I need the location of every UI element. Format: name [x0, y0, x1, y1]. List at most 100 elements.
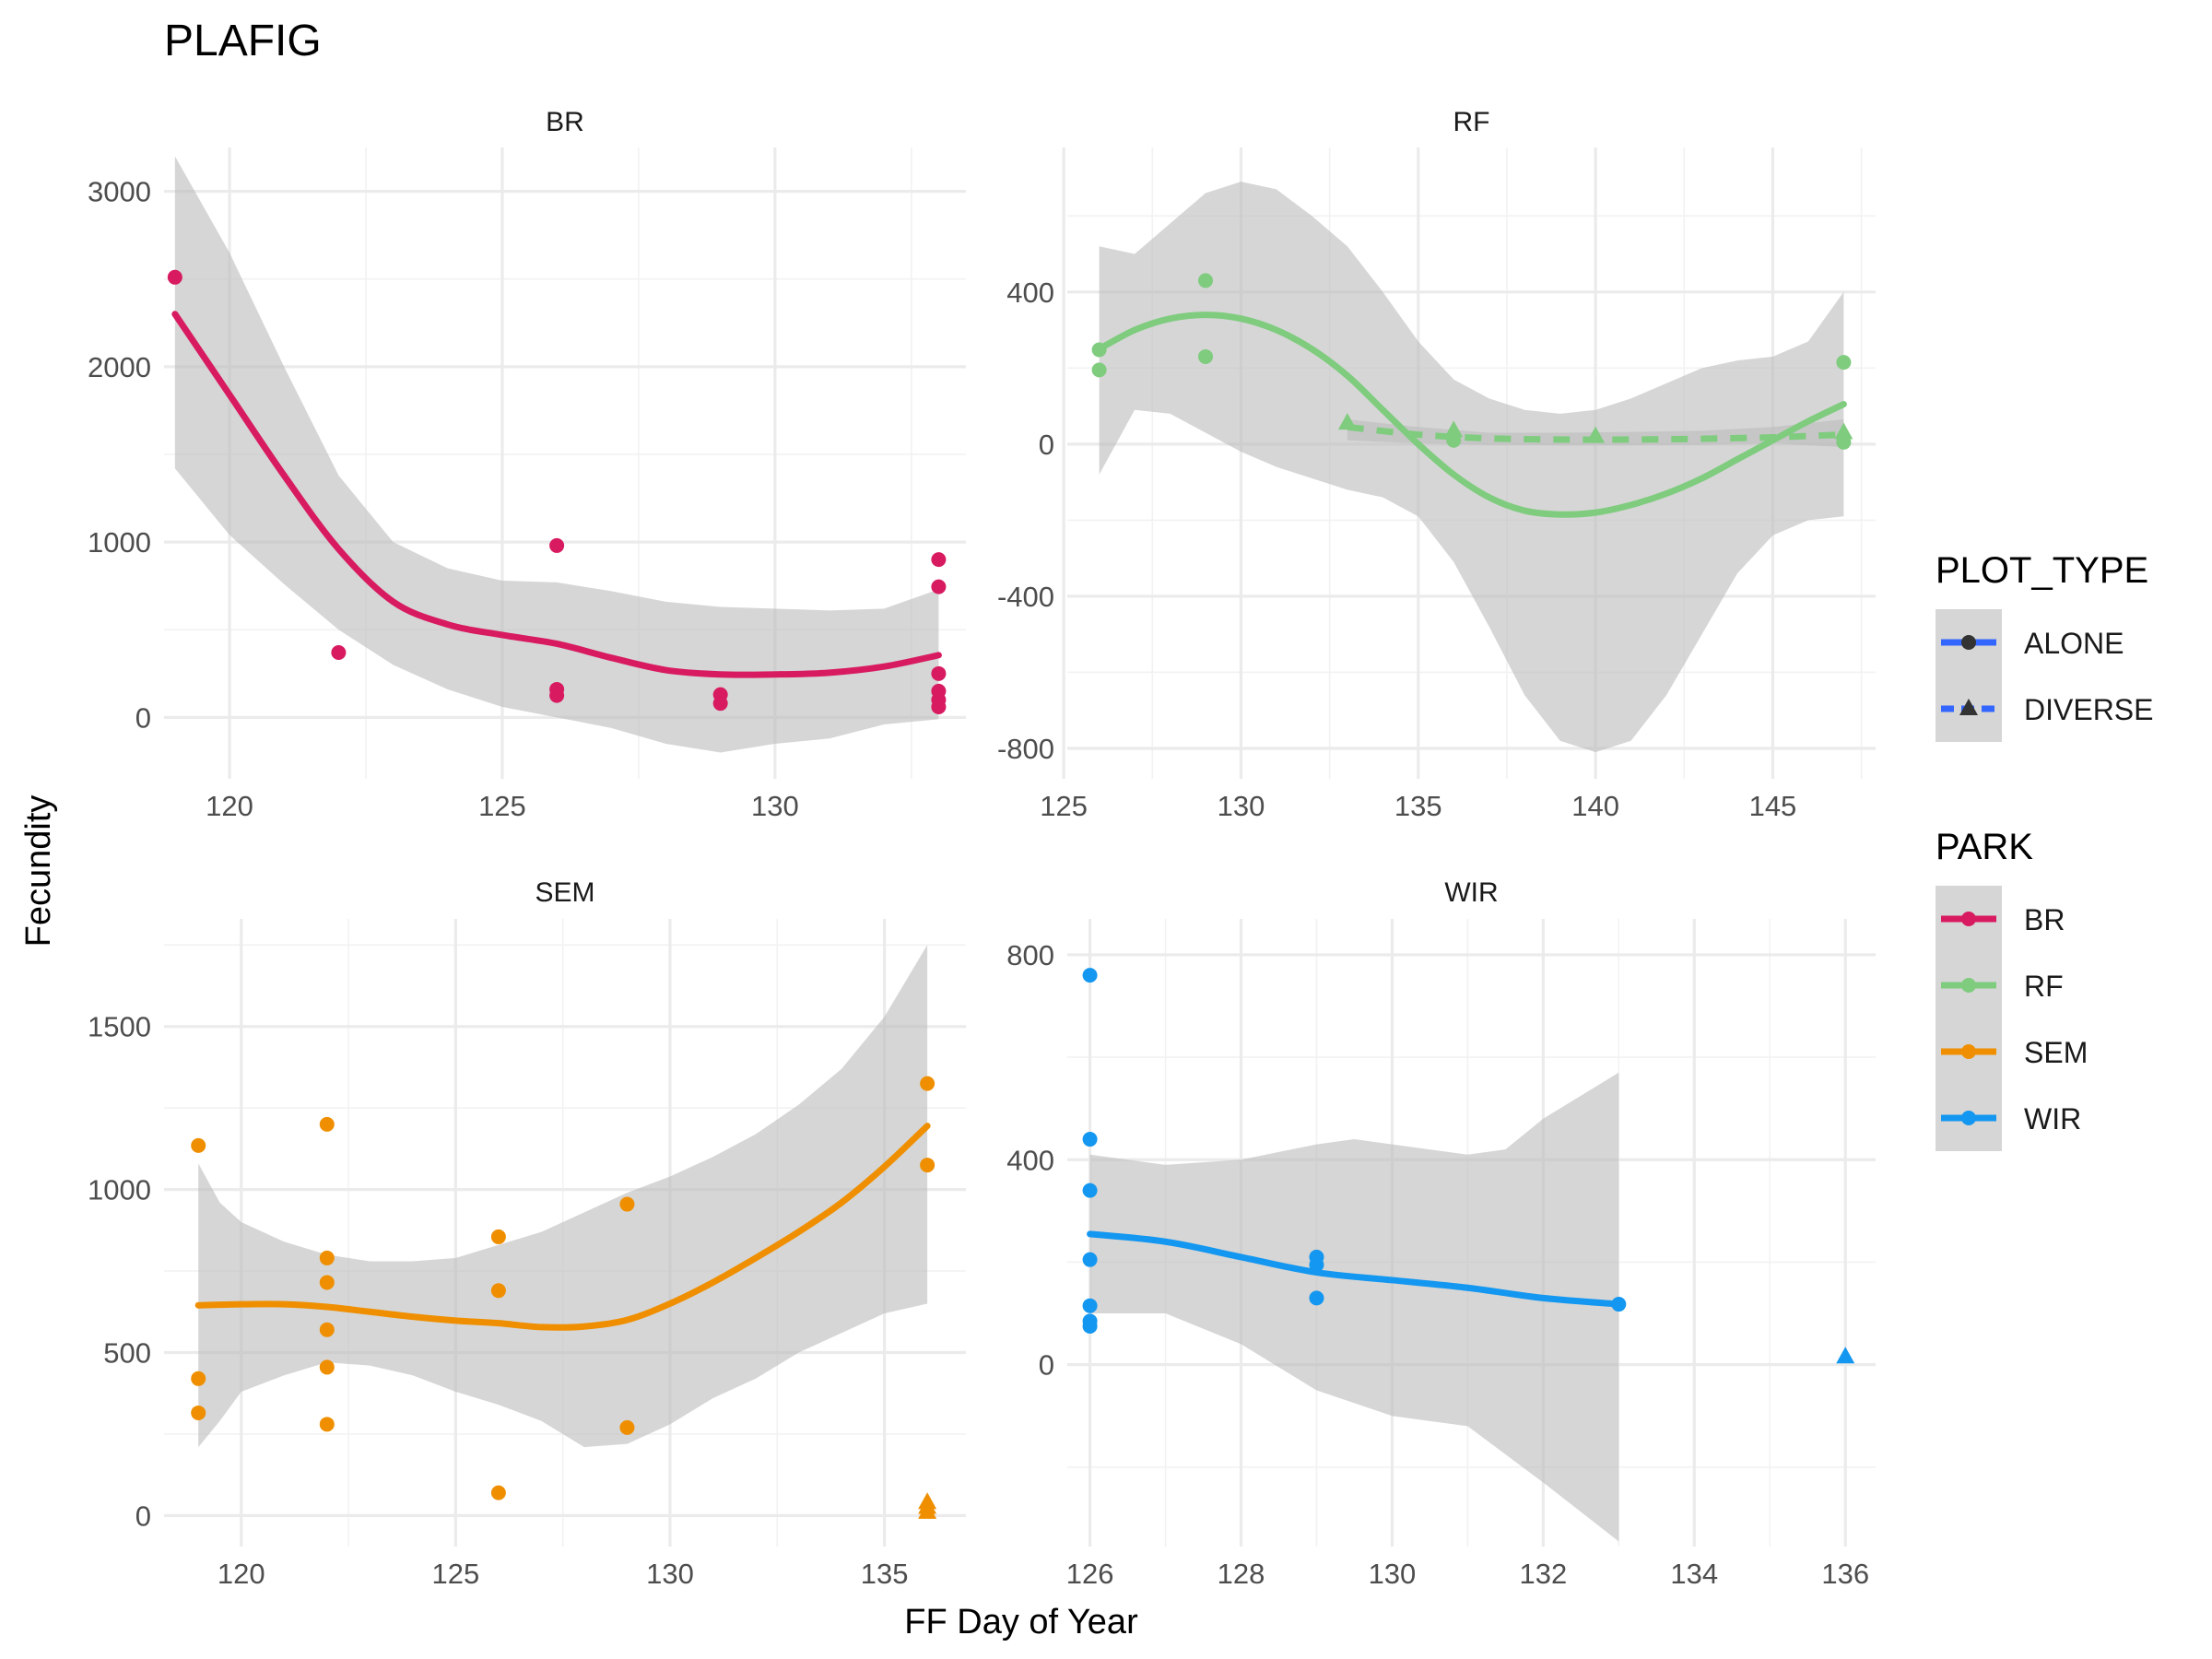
- x-tick-label-rf: 125: [1040, 790, 1088, 822]
- legend-entry-rf: RF: [1941, 970, 2064, 1003]
- facet-wir: WIR 126 128 130 132 134 136 0 400 800: [1006, 877, 1876, 1590]
- data-point-alone: [1082, 968, 1098, 983]
- data-point-alone: [619, 1419, 635, 1435]
- data-point-alone: [1082, 1318, 1098, 1334]
- smooth-line-alone-sem: [194, 1123, 931, 1331]
- y-tick-label-br: 1000: [88, 526, 151, 559]
- y-tick-label-br: 3000: [88, 176, 151, 208]
- smooth-line-alone-wir: [1087, 1230, 1622, 1308]
- legend-park-key-background: [1936, 886, 2002, 1151]
- legend-park: PARK BR RF SEM WIR: [1936, 827, 2088, 1151]
- y-tick-label-sem: 1500: [88, 1011, 151, 1043]
- facet-strip-label-wir: WIR: [1444, 877, 1498, 908]
- data-point-alone: [1836, 355, 1852, 371]
- data-point-diverse: [1586, 426, 1606, 443]
- data-point-alone: [319, 1116, 335, 1132]
- data-point-alone: [931, 579, 947, 594]
- facet-strip-label-sem: SEM: [535, 877, 594, 908]
- legend-plot-type: PLOT_TYPE ALONE DIVERSE: [1936, 550, 2153, 742]
- legend-key-circle: [1961, 1111, 1976, 1125]
- legend-entry-br: BR: [1941, 903, 2065, 936]
- legend-label-br: BR: [2024, 903, 2065, 936]
- data-point-alone: [319, 1322, 335, 1337]
- y-tick-label-rf: 0: [1039, 429, 1054, 461]
- data-point-diverse: [1444, 420, 1464, 438]
- x-tick-label-sem: 125: [431, 1558, 479, 1590]
- facet-br: BR 120 125 130 0 1000 2000 3000: [88, 107, 966, 822]
- x-tick-label-sem: 130: [646, 1558, 694, 1590]
- y-tick-label-rf: 400: [1006, 276, 1054, 309]
- data-point-alone: [319, 1250, 335, 1265]
- x-tick-label-rf: 145: [1749, 790, 1797, 822]
- legend-plot-type-title: PLOT_TYPE: [1936, 550, 2148, 591]
- legend-key-circle: [1961, 912, 1976, 926]
- smooth-line-alone-br: [171, 311, 942, 678]
- data-point-alone: [331, 645, 347, 660]
- data-point-diverse: [918, 1501, 937, 1519]
- y-tick-label-rf: -800: [997, 733, 1054, 765]
- legend-label-wir: WIR: [2024, 1102, 2081, 1135]
- y-tick-label-wir: 400: [1006, 1144, 1054, 1176]
- data-point-alone: [920, 1158, 935, 1173]
- x-axis-title: FF Day of Year: [904, 1603, 1138, 1641]
- x-tick-label-wir: 130: [1369, 1558, 1417, 1590]
- legend-label-diverse: DIVERSE: [2024, 693, 2153, 726]
- confidence-ribbon-alone-rf: [1099, 182, 1844, 753]
- legend-key-circle: [1961, 1044, 1976, 1059]
- y-tick-label-wir: 800: [1006, 939, 1054, 971]
- legend-entry-alone: ALONE: [1941, 627, 2124, 660]
- data-point-alone: [920, 1076, 935, 1091]
- data-point-alone: [549, 537, 565, 553]
- legend-entry-wir: WIR: [1941, 1102, 2081, 1135]
- y-tick-label-sem: 0: [135, 1500, 151, 1532]
- x-tick-label-br: 125: [478, 790, 526, 822]
- data-point-alone: [191, 1405, 206, 1420]
- chart-title: PLAFIG: [164, 17, 322, 65]
- x-tick-label-wir: 132: [1519, 1558, 1567, 1590]
- confidence-ribbon-alone-sem: [198, 945, 928, 1448]
- data-point-diverse: [1834, 422, 1853, 440]
- data-point-alone: [319, 1275, 335, 1290]
- y-axis-title: Fecundity: [19, 795, 58, 947]
- data-point-alone: [931, 552, 947, 568]
- data-point-alone: [167, 269, 182, 285]
- data-point-alone: [1082, 1298, 1098, 1313]
- facet-strip-label-rf: RF: [1453, 107, 1490, 137]
- data-point-diverse: [1836, 1347, 1855, 1364]
- confidence-ribbon-alone-br: [174, 156, 939, 753]
- legend: PLOT_TYPE ALONE DIVERSE PARK BR RF SEM WIR: [1936, 550, 2153, 1151]
- smooth-line-alone-rf: [1096, 312, 1847, 518]
- legend-key-circle: [1961, 635, 1976, 650]
- legend-label-sem: SEM: [2024, 1036, 2088, 1069]
- data-point-alone: [319, 1417, 335, 1432]
- x-tick-label-wir: 136: [1821, 1558, 1869, 1590]
- data-point-alone: [1091, 342, 1107, 358]
- legend-key-circle: [1961, 978, 1976, 993]
- data-point-alone: [191, 1137, 206, 1153]
- legend-label-alone: ALONE: [2024, 627, 2124, 660]
- facet-rf: RF 125 130 135 140 145 -800 -400 0 400: [997, 107, 1876, 822]
- x-tick-label-br: 130: [751, 790, 799, 822]
- facet-strip-label-br: BR: [546, 107, 584, 137]
- data-point-alone: [1611, 1297, 1627, 1312]
- y-tick-label-br: 0: [135, 701, 151, 734]
- data-point-alone: [1309, 1290, 1324, 1306]
- data-point-alone: [1198, 273, 1214, 288]
- data-point-alone: [1091, 362, 1107, 378]
- data-point-alone: [490, 1229, 506, 1244]
- data-point-alone: [1082, 1132, 1098, 1147]
- y-tick-label-sem: 1000: [88, 1174, 151, 1206]
- x-tick-label-br: 120: [206, 790, 253, 822]
- x-tick-label-rf: 130: [1218, 790, 1265, 822]
- facet-sem: SEM 120 125 130 135 0 500 1000 1500: [88, 877, 966, 1590]
- x-tick-label-wir: 134: [1670, 1558, 1718, 1590]
- y-tick-label-wir: 0: [1039, 1349, 1054, 1382]
- data-point-alone: [1082, 1182, 1098, 1198]
- legend-park-title: PARK: [1936, 827, 2033, 867]
- data-point-alone: [931, 699, 947, 714]
- data-point-alone: [1198, 348, 1214, 364]
- data-point-alone: [490, 1485, 506, 1500]
- x-tick-label-wir: 126: [1066, 1558, 1114, 1590]
